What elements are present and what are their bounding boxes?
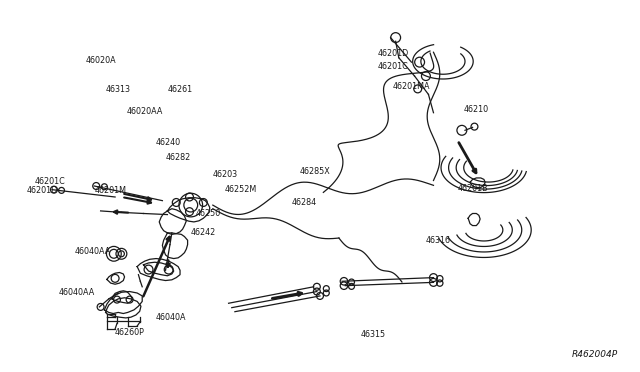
Text: 46316: 46316 (426, 236, 451, 245)
Text: 46201M: 46201M (94, 186, 126, 195)
Text: 46040AA: 46040AA (58, 288, 95, 297)
Text: 46201MA: 46201MA (392, 82, 430, 91)
Text: 46201D: 46201D (378, 49, 409, 58)
Text: 46313: 46313 (106, 86, 131, 94)
Text: 46020AA: 46020AA (127, 108, 163, 116)
Text: 46203: 46203 (213, 170, 238, 179)
Text: 46242: 46242 (191, 228, 216, 237)
Text: 46240: 46240 (156, 138, 181, 147)
Text: 46040AA: 46040AA (74, 247, 110, 256)
Text: 46285X: 46285X (300, 167, 331, 176)
Text: 46315: 46315 (361, 330, 386, 339)
Text: R462004P: R462004P (572, 350, 618, 359)
Text: 46201D: 46201D (27, 186, 58, 195)
Text: 46260P: 46260P (115, 328, 145, 337)
Text: 46201B: 46201B (458, 185, 488, 193)
Text: 46282: 46282 (166, 153, 191, 162)
Text: 46284: 46284 (292, 198, 317, 207)
Text: 46250: 46250 (195, 209, 220, 218)
Text: 46261: 46261 (168, 86, 193, 94)
Text: 46040A: 46040A (156, 313, 187, 322)
Text: 46252M: 46252M (224, 185, 257, 194)
Text: 46201C: 46201C (35, 177, 66, 186)
Text: 46210: 46210 (464, 105, 489, 114)
Text: 46201C: 46201C (378, 62, 409, 71)
Text: 46020A: 46020A (86, 56, 116, 65)
